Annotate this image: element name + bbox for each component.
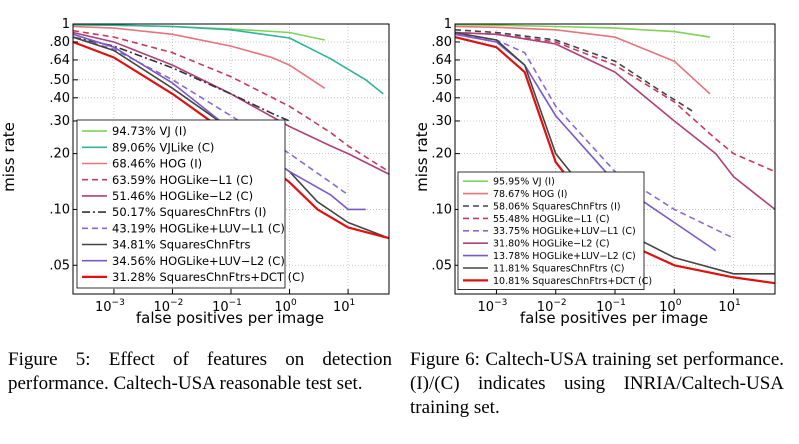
series-line-2 — [73, 24, 384, 95]
figure-6-label: Figure 6: — [410, 349, 480, 370]
y-tick-label: 1 — [444, 17, 452, 32]
legend-label-5: 33.75% HOGLike+LUV−L1 (C) — [493, 226, 636, 237]
legend-label-3: 58.06% SquaresChnFtrs (I) — [493, 201, 621, 212]
series-line-3 — [73, 25, 326, 89]
x-axis-label: false positives per image — [136, 309, 324, 327]
legend-label-8: 34.81% SquaresChnFtrs — [112, 238, 250, 252]
y-tick-label: .40 — [49, 91, 70, 106]
y-tick-label: .10 — [431, 202, 452, 217]
figure-5-caption: Figure 5: Effect of features on detectio… — [8, 348, 392, 396]
x-tick-label: 101 — [718, 298, 740, 315]
legend-box — [76, 119, 286, 289]
x-tick-label: 10−3 — [478, 298, 508, 315]
figure-5-label: Figure 5: — [8, 349, 91, 370]
figure-6-caption: Figure 6: Caltech-USA training set perfo… — [410, 348, 784, 420]
y-tick-label: .05 — [431, 258, 452, 273]
figure-5-text: Effect of features on detection performa… — [8, 349, 393, 394]
y-tick-label: .10 — [49, 202, 70, 217]
legend-label-7: 43.19% HOGLike+LUV−L1 (C) — [112, 221, 285, 235]
legend-label-10: 31.28% SquaresChnFtrs+DCT (C) — [112, 270, 305, 284]
legend-label-1: 95.95% VJ (I) — [493, 177, 555, 188]
series-line-3 — [455, 29, 693, 112]
legend-label-6: 31.80% HOGLike−L2 (C) — [493, 239, 610, 250]
y-tick-label: .50 — [431, 73, 452, 88]
legend-label-5: 51.46% HOGLike−L2 (C) — [112, 189, 253, 203]
legend-label-4: 55.48% HOGLike−L1 (C) — [493, 214, 610, 225]
series-line-4 — [73, 29, 389, 173]
y-tick-label: .50 — [49, 73, 70, 88]
series-line-7 — [455, 33, 717, 252]
figure-6-text: Caltech-USA training set performance. (I… — [410, 349, 784, 418]
y-tick-label: .30 — [431, 114, 452, 129]
y-tick-label: .80 — [431, 35, 452, 50]
legend-label-8: 11.81% SquaresChnFtrs (C) — [493, 263, 624, 274]
y-tick-label: .30 — [49, 114, 70, 129]
y-tick-label: .40 — [431, 91, 452, 106]
legend-box — [457, 171, 645, 290]
y-tick-label: .64 — [431, 53, 452, 68]
x-axis-label: false positives per image — [520, 309, 708, 327]
y-axis-label: miss rate — [413, 122, 431, 192]
y-tick-label: .20 — [49, 147, 70, 162]
series-line-6 — [455, 31, 775, 211]
legend-label-9: 10.81% SquaresChnFtrs+DCT (C) — [493, 276, 652, 287]
y-tick-label: .05 — [49, 258, 70, 273]
legend-label-6: 50.17% SquaresChnFtrs (I) — [112, 205, 266, 219]
series-line-5 — [73, 31, 389, 175]
series-line-2 — [455, 25, 711, 95]
y-tick-label: .20 — [431, 147, 452, 162]
legend-label-7: 13.78% HOGLike+LUV−L2 (C) — [493, 251, 636, 262]
legend-label-9: 34.56% HOGLike+LUV−L2 (C) — [112, 254, 285, 268]
y-axis-label: miss rate — [0, 122, 18, 192]
series-line-7 — [73, 36, 349, 196]
series-line-1 — [455, 24, 711, 38]
y-tick-label: .64 — [49, 53, 70, 68]
legend-label-4: 63.59% HOGLike−L1 (C) — [112, 173, 253, 187]
legend-label-3: 68.46% HOG (I) — [112, 157, 202, 171]
legend-label-2: 78.67% HOG (I) — [493, 189, 567, 200]
y-tick-label: .80 — [49, 35, 70, 50]
legend-label-1: 94.73% VJ (I) — [112, 124, 187, 138]
legend-label-2: 89.06% VJLike (C) — [112, 140, 214, 154]
y-tick-label: 1 — [62, 17, 70, 32]
